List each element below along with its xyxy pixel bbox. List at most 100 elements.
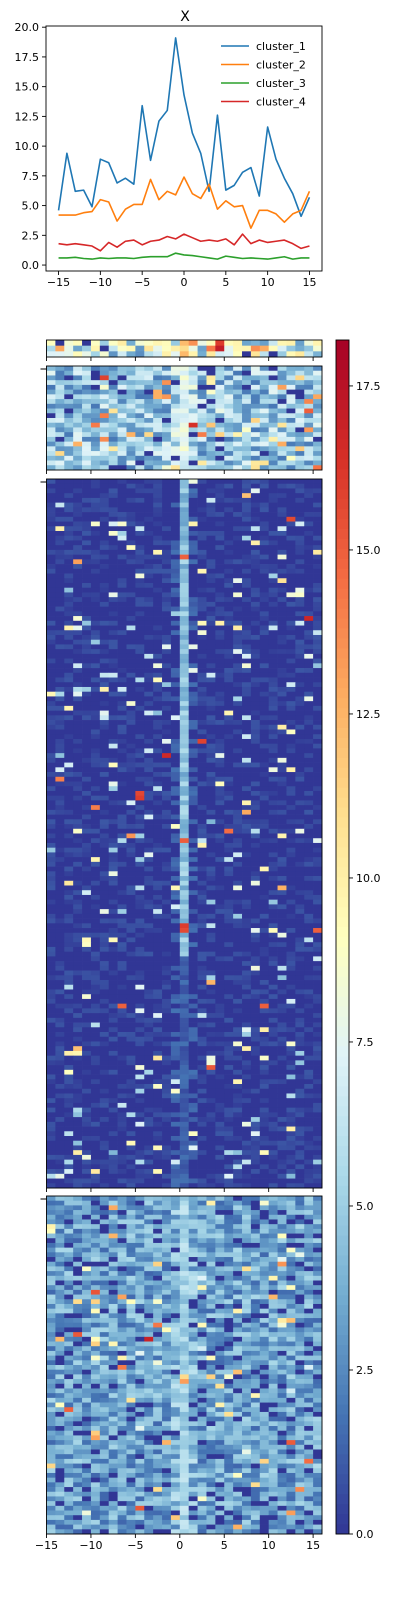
heatmap-cell bbox=[277, 663, 287, 669]
heatmap-cell bbox=[99, 734, 110, 740]
heatmap-cell bbox=[117, 559, 127, 565]
heatmap-cell bbox=[170, 781, 181, 787]
heatmap-cell bbox=[313, 512, 323, 518]
heatmap-cell bbox=[259, 672, 270, 678]
heatmap-cell bbox=[304, 422, 314, 428]
heatmap-cell bbox=[170, 554, 181, 560]
heatmap-cell bbox=[135, 705, 145, 711]
heatmap-cell bbox=[242, 776, 252, 782]
heatmap-cell bbox=[99, 762, 110, 768]
heatmap-cell bbox=[304, 918, 314, 924]
heatmap-cell bbox=[242, 1055, 252, 1061]
heatmap-cell bbox=[82, 710, 92, 716]
heatmap-cell bbox=[179, 375, 190, 381]
heatmap-cell bbox=[286, 923, 296, 929]
heatmap-cell bbox=[233, 389, 243, 395]
heatmap-cell bbox=[162, 455, 172, 461]
heatmap-cell bbox=[242, 1069, 252, 1075]
heatmap-cell bbox=[215, 814, 225, 820]
heatmap-cell bbox=[179, 432, 190, 438]
heatmap-cell bbox=[55, 630, 65, 636]
heatmap-cell bbox=[117, 852, 127, 858]
heatmap-cell bbox=[135, 380, 145, 386]
heatmap-cell bbox=[64, 389, 74, 395]
heatmap-cell bbox=[126, 842, 136, 849]
heatmap-cell bbox=[304, 658, 314, 664]
heatmap-cell bbox=[179, 535, 190, 541]
heatmap-cell bbox=[304, 757, 314, 763]
heatmap-cell bbox=[295, 975, 305, 981]
heatmap-cell bbox=[82, 1060, 92, 1066]
heatmap-cell bbox=[268, 1093, 278, 1099]
heatmap-cell bbox=[99, 394, 110, 400]
heatmap-cell bbox=[46, 682, 56, 688]
heatmap-cell bbox=[82, 436, 92, 442]
heatmap-cell bbox=[233, 913, 243, 919]
heatmap-cell bbox=[90, 1027, 101, 1033]
heatmap-cell bbox=[277, 753, 287, 759]
heatmap-cell bbox=[197, 446, 207, 452]
heatmap-cell bbox=[55, 1032, 65, 1038]
heatmap-cell bbox=[188, 805, 198, 811]
heatmap-cell bbox=[144, 980, 154, 986]
heatmap-cell bbox=[117, 658, 127, 664]
heatmap-cell bbox=[170, 724, 181, 730]
heatmap-cell bbox=[215, 757, 225, 763]
heatmap-cell bbox=[259, 1036, 270, 1042]
heatmap-cell bbox=[313, 852, 323, 858]
heatmap-cell bbox=[268, 767, 278, 773]
heatmap-cell bbox=[126, 465, 136, 471]
heatmap-cell bbox=[197, 677, 207, 683]
heatmap-cell bbox=[313, 668, 323, 674]
heatmap-cell bbox=[250, 370, 261, 376]
heatmap-cell bbox=[64, 658, 74, 664]
heatmap-cell bbox=[188, 1032, 198, 1038]
heatmap-cell bbox=[250, 507, 261, 513]
heatmap-cell bbox=[206, 1046, 216, 1052]
heatmap-cell bbox=[82, 951, 92, 957]
heatmap-cell bbox=[313, 493, 323, 499]
heatmap-cell bbox=[233, 980, 243, 986]
heatmap-cell bbox=[144, 1041, 154, 1047]
heatmap-cell bbox=[233, 1074, 243, 1080]
heatmap-cell bbox=[188, 734, 198, 740]
heatmap-cell bbox=[242, 932, 252, 938]
heatmap-cell bbox=[179, 465, 190, 471]
heatmap-cell bbox=[206, 616, 216, 622]
heatmap-cell bbox=[170, 436, 181, 442]
heatmap-cell bbox=[162, 582, 172, 589]
heatmap-cell bbox=[170, 488, 181, 494]
heatmap-cell bbox=[117, 394, 127, 400]
heatmap-cell bbox=[250, 1098, 261, 1104]
heatmap-cell bbox=[162, 1098, 172, 1104]
heatmap-cell bbox=[215, 937, 225, 943]
heatmap-cell bbox=[259, 710, 270, 716]
heatmap-cell bbox=[153, 743, 163, 749]
heatmap-cell bbox=[99, 616, 110, 622]
heatmap-cell bbox=[277, 507, 287, 513]
heatmap-cell bbox=[82, 857, 92, 863]
heatmap-cell bbox=[162, 701, 172, 707]
heatmap-cell bbox=[126, 980, 136, 986]
heatmap-cell bbox=[206, 465, 216, 471]
heatmap-cell bbox=[126, 488, 136, 494]
heatmap-cell bbox=[250, 909, 261, 915]
heatmap-cell bbox=[206, 705, 216, 711]
heatmap-cell bbox=[286, 965, 296, 971]
heatmap-cell bbox=[295, 857, 305, 863]
heatmap-cell bbox=[90, 564, 101, 570]
heatmap-cell bbox=[224, 786, 234, 792]
heatmap-cell bbox=[82, 852, 92, 858]
heatmap-cell bbox=[135, 1107, 145, 1113]
heatmap-cell bbox=[233, 507, 243, 513]
heatmap-cell bbox=[108, 436, 118, 442]
heatmap-cell bbox=[286, 757, 296, 763]
heatmap-cell bbox=[233, 724, 243, 730]
heatmap-cell bbox=[46, 876, 56, 882]
heatmap-cell bbox=[117, 606, 127, 612]
heatmap-cell bbox=[126, 691, 136, 697]
heatmap-cell bbox=[242, 351, 252, 358]
heatmap-cell bbox=[268, 1008, 278, 1014]
heatmap-cell bbox=[224, 729, 234, 735]
heatmap-cell bbox=[313, 842, 323, 849]
